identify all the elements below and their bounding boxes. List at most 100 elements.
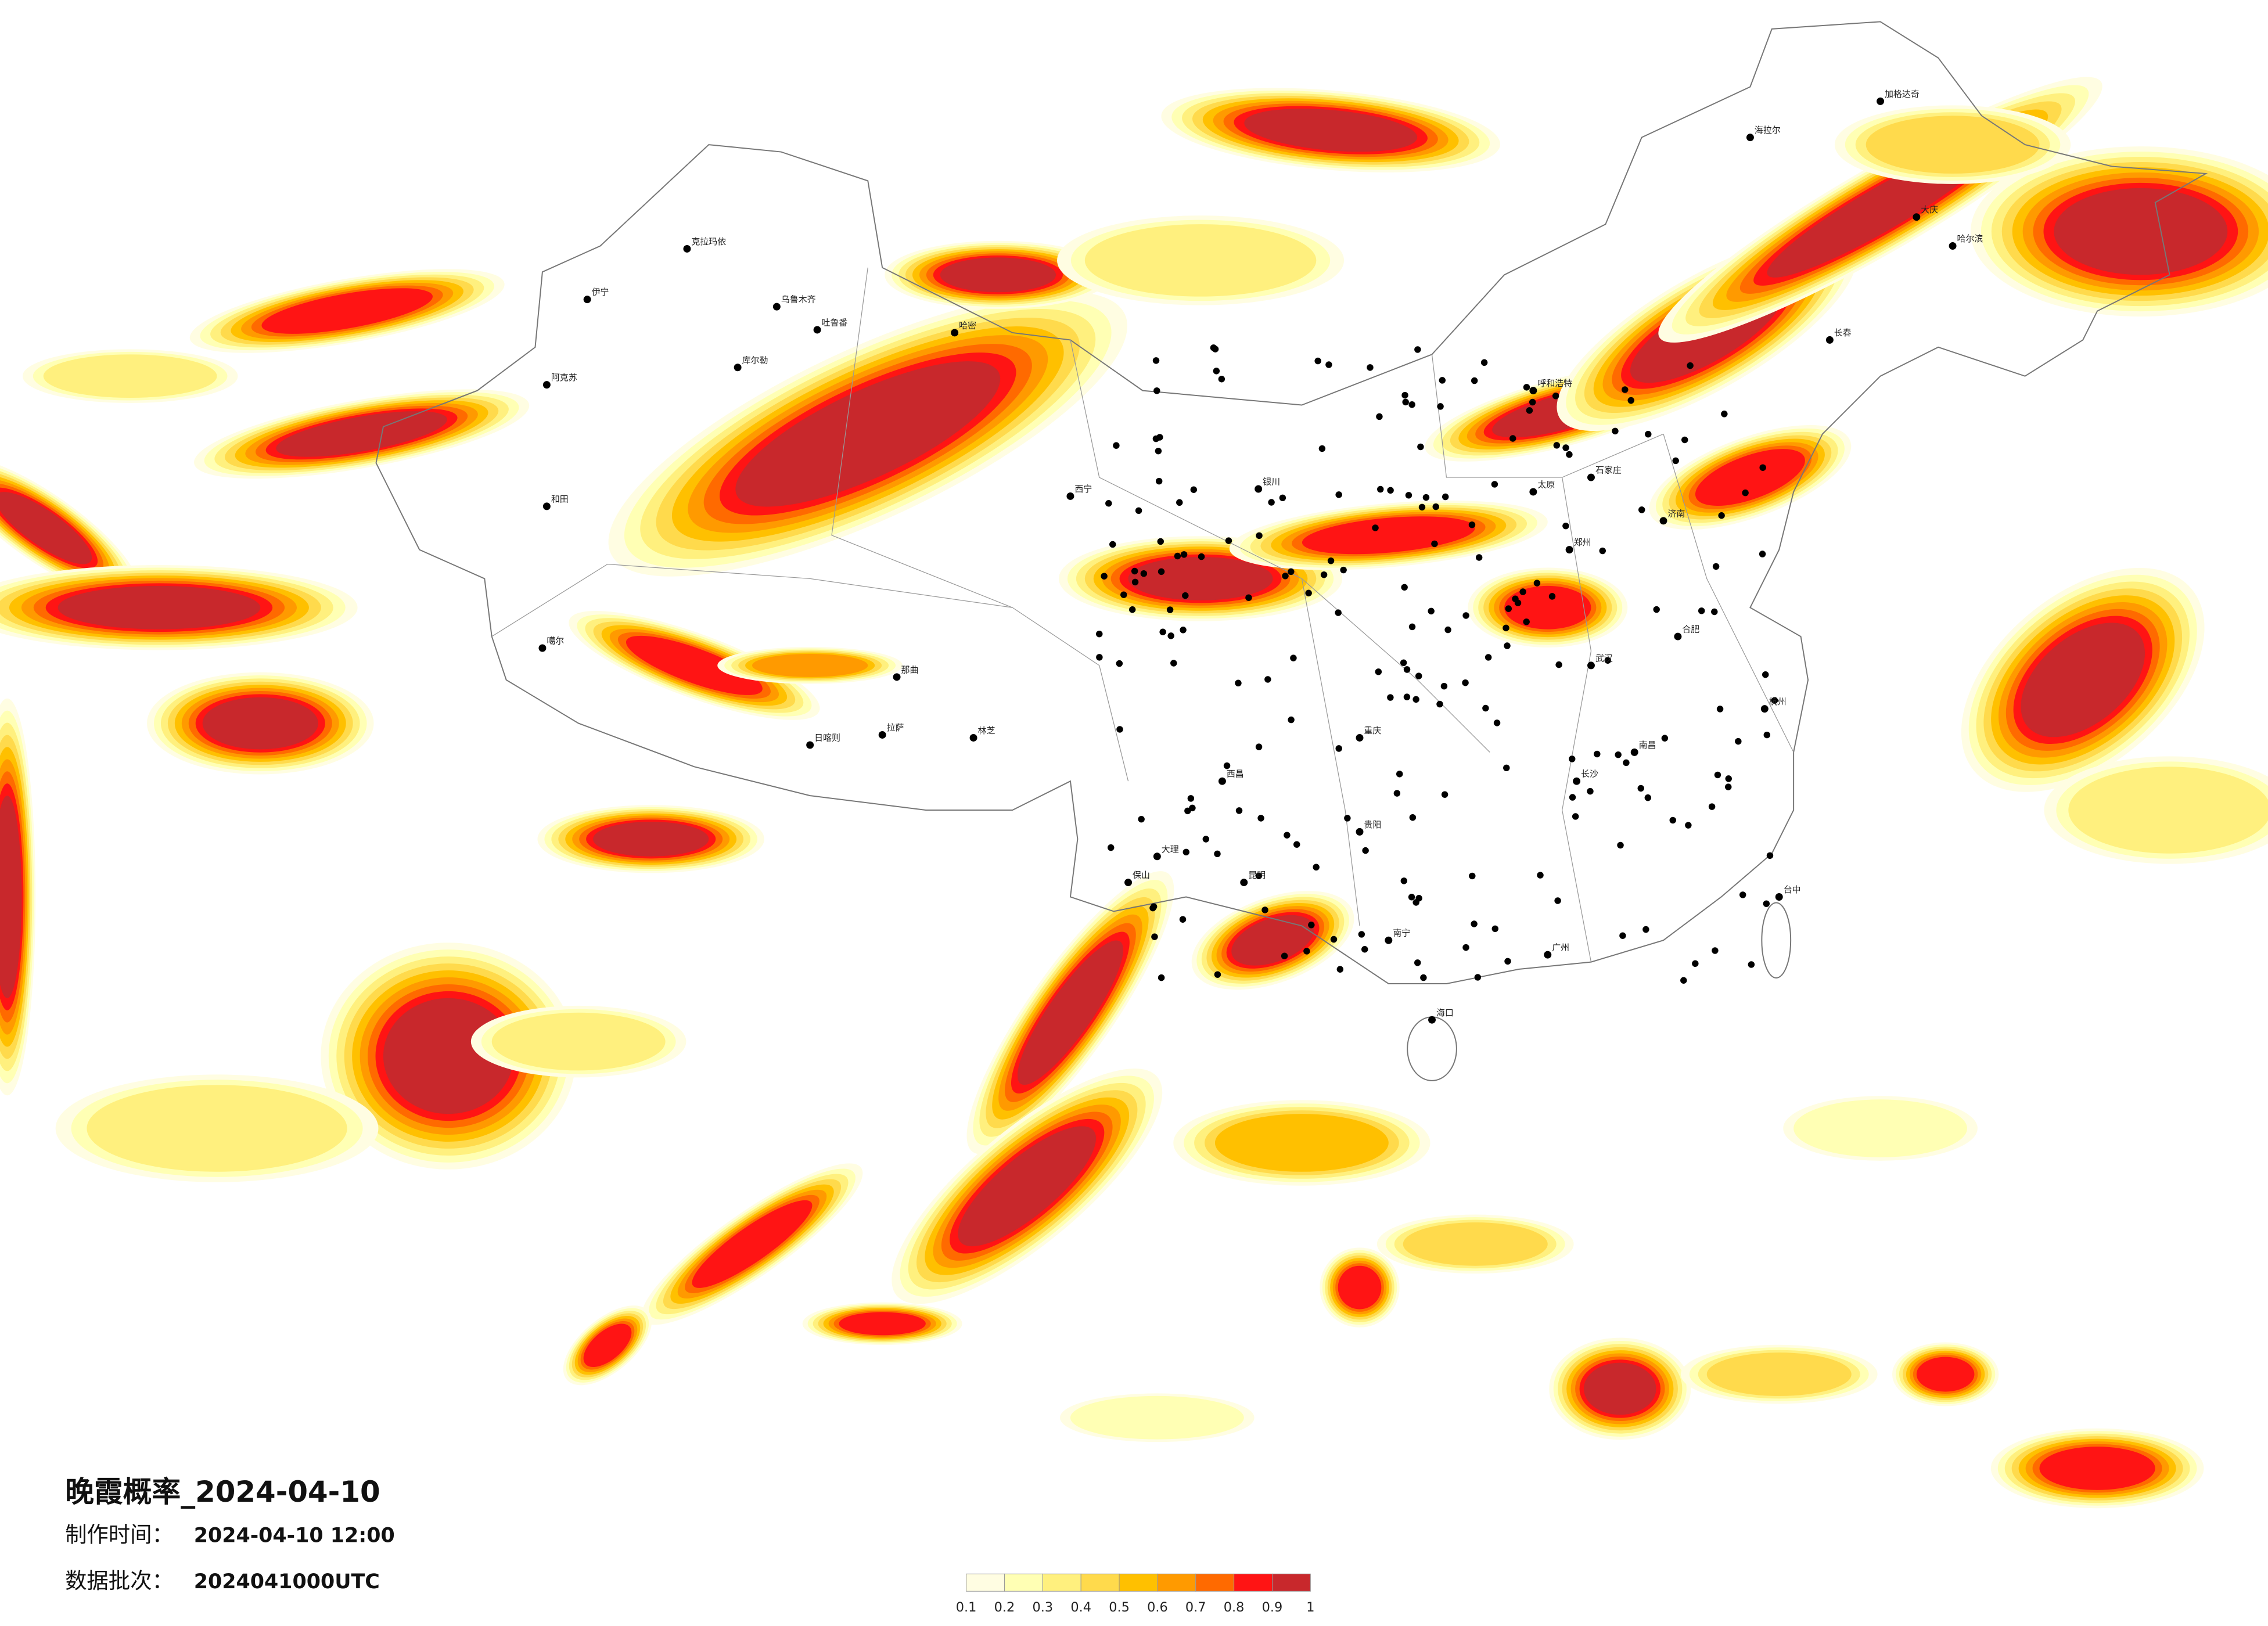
colorbar-swatch — [1119, 1573, 1158, 1592]
city-dot — [1630, 748, 1638, 756]
city-dot — [772, 303, 781, 311]
city-dot — [1569, 756, 1576, 762]
colorbar-tick-label: 0.7 — [1185, 1600, 1206, 1615]
city-dot — [1533, 580, 1541, 587]
city-dot — [1512, 595, 1519, 602]
city-dot — [1491, 925, 1498, 933]
city-label: 阿克苏 — [551, 372, 577, 383]
colorbar-swatch — [1195, 1573, 1235, 1592]
cloud-patch — [1084, 224, 1317, 297]
city-dot — [1116, 660, 1123, 667]
city-dot — [1428, 1016, 1436, 1024]
city-dot — [1708, 803, 1716, 810]
city-dot — [1544, 951, 1552, 959]
city-dot — [1288, 716, 1295, 724]
city-label: 长春 — [1834, 328, 1852, 338]
city-dot — [1566, 451, 1573, 458]
city-dot — [1529, 387, 1537, 395]
city-dot — [1503, 624, 1509, 632]
city-dot — [1113, 442, 1120, 449]
city-dot — [1135, 507, 1142, 515]
city-label: 大庆 — [1921, 204, 1938, 215]
cloud-patch — [1916, 1357, 1975, 1392]
city-dot — [969, 733, 977, 742]
city-dot — [1661, 735, 1669, 742]
city-dot — [1282, 573, 1289, 580]
city-dot — [1604, 657, 1612, 664]
city-dot — [1685, 822, 1692, 829]
colorbar-tick-label: 0.4 — [1070, 1600, 1091, 1615]
colorbar-swatch — [1080, 1573, 1120, 1592]
city-dot — [1408, 401, 1415, 408]
city-dot — [1402, 398, 1409, 406]
city-dot — [1279, 494, 1286, 502]
city-dot — [1255, 485, 1263, 493]
city-label: 海口 — [1436, 1008, 1454, 1018]
city-dot — [1153, 852, 1161, 861]
city-dot — [1469, 872, 1476, 880]
city-dot — [1552, 393, 1559, 400]
city-dot — [1766, 852, 1774, 859]
cloud-patch — [940, 257, 1056, 293]
city-dot — [1739, 891, 1746, 898]
city-dot — [1405, 492, 1412, 499]
probability-field — [0, 77, 2268, 1509]
city-dot — [1375, 668, 1382, 675]
city-label: 贵阳 — [1364, 819, 1381, 830]
city-dot — [951, 329, 959, 337]
city-label: 南昌 — [1639, 740, 1656, 750]
city-dot — [1437, 403, 1444, 410]
city-dot — [1107, 844, 1115, 851]
city-dot — [1771, 697, 1778, 704]
colorbar-swatch — [1157, 1573, 1196, 1592]
city-dot — [1305, 589, 1312, 596]
city-dot — [1155, 447, 1162, 455]
city-label: 长沙 — [1581, 769, 1598, 779]
city-dot — [1949, 242, 1957, 250]
city-dot — [1159, 628, 1166, 635]
city-dot — [1825, 336, 1834, 344]
city-dot — [1120, 591, 1127, 598]
city-label: 西昌 — [1227, 769, 1244, 779]
city-dot — [1124, 879, 1133, 887]
city-dot — [1189, 804, 1196, 812]
city-dot — [1066, 492, 1074, 500]
city-label: 拉萨 — [887, 722, 904, 733]
city-dot — [1367, 364, 1374, 371]
city-dot — [1313, 864, 1320, 871]
city-label: 林芝 — [978, 725, 995, 736]
city-label: 日喀则 — [814, 732, 840, 743]
city-dot — [1436, 700, 1443, 708]
city-dot — [1718, 512, 1725, 519]
city-dot — [1504, 642, 1511, 649]
city-dot — [1537, 872, 1544, 879]
city-dot — [1214, 850, 1221, 858]
city-dot — [1403, 666, 1411, 673]
city-dot — [1387, 694, 1394, 701]
colorbar-swatch — [1042, 1573, 1081, 1592]
city-dot — [1913, 213, 1921, 221]
city-dot — [1759, 464, 1766, 471]
city-dot — [1877, 97, 1885, 105]
city-dot — [1594, 750, 1601, 758]
city-dot — [1361, 946, 1368, 953]
city-dot — [1509, 435, 1516, 442]
city-dot — [1105, 500, 1112, 507]
city-dot — [1218, 777, 1226, 785]
city-dot — [1712, 947, 1719, 954]
city-label: 呼和浩特 — [1537, 378, 1572, 388]
cloud-patch — [2068, 767, 2268, 854]
city-label: 济南 — [1667, 508, 1685, 519]
city-dot — [1711, 608, 1718, 616]
city-dot — [1403, 693, 1411, 700]
city-label: 郑州 — [1574, 537, 1591, 548]
city-dot — [1623, 759, 1630, 767]
city-dot — [1775, 893, 1783, 901]
city-dot — [1414, 346, 1421, 353]
city-dot — [1418, 503, 1426, 511]
city-dot — [583, 296, 591, 304]
city-dot — [1573, 777, 1581, 785]
